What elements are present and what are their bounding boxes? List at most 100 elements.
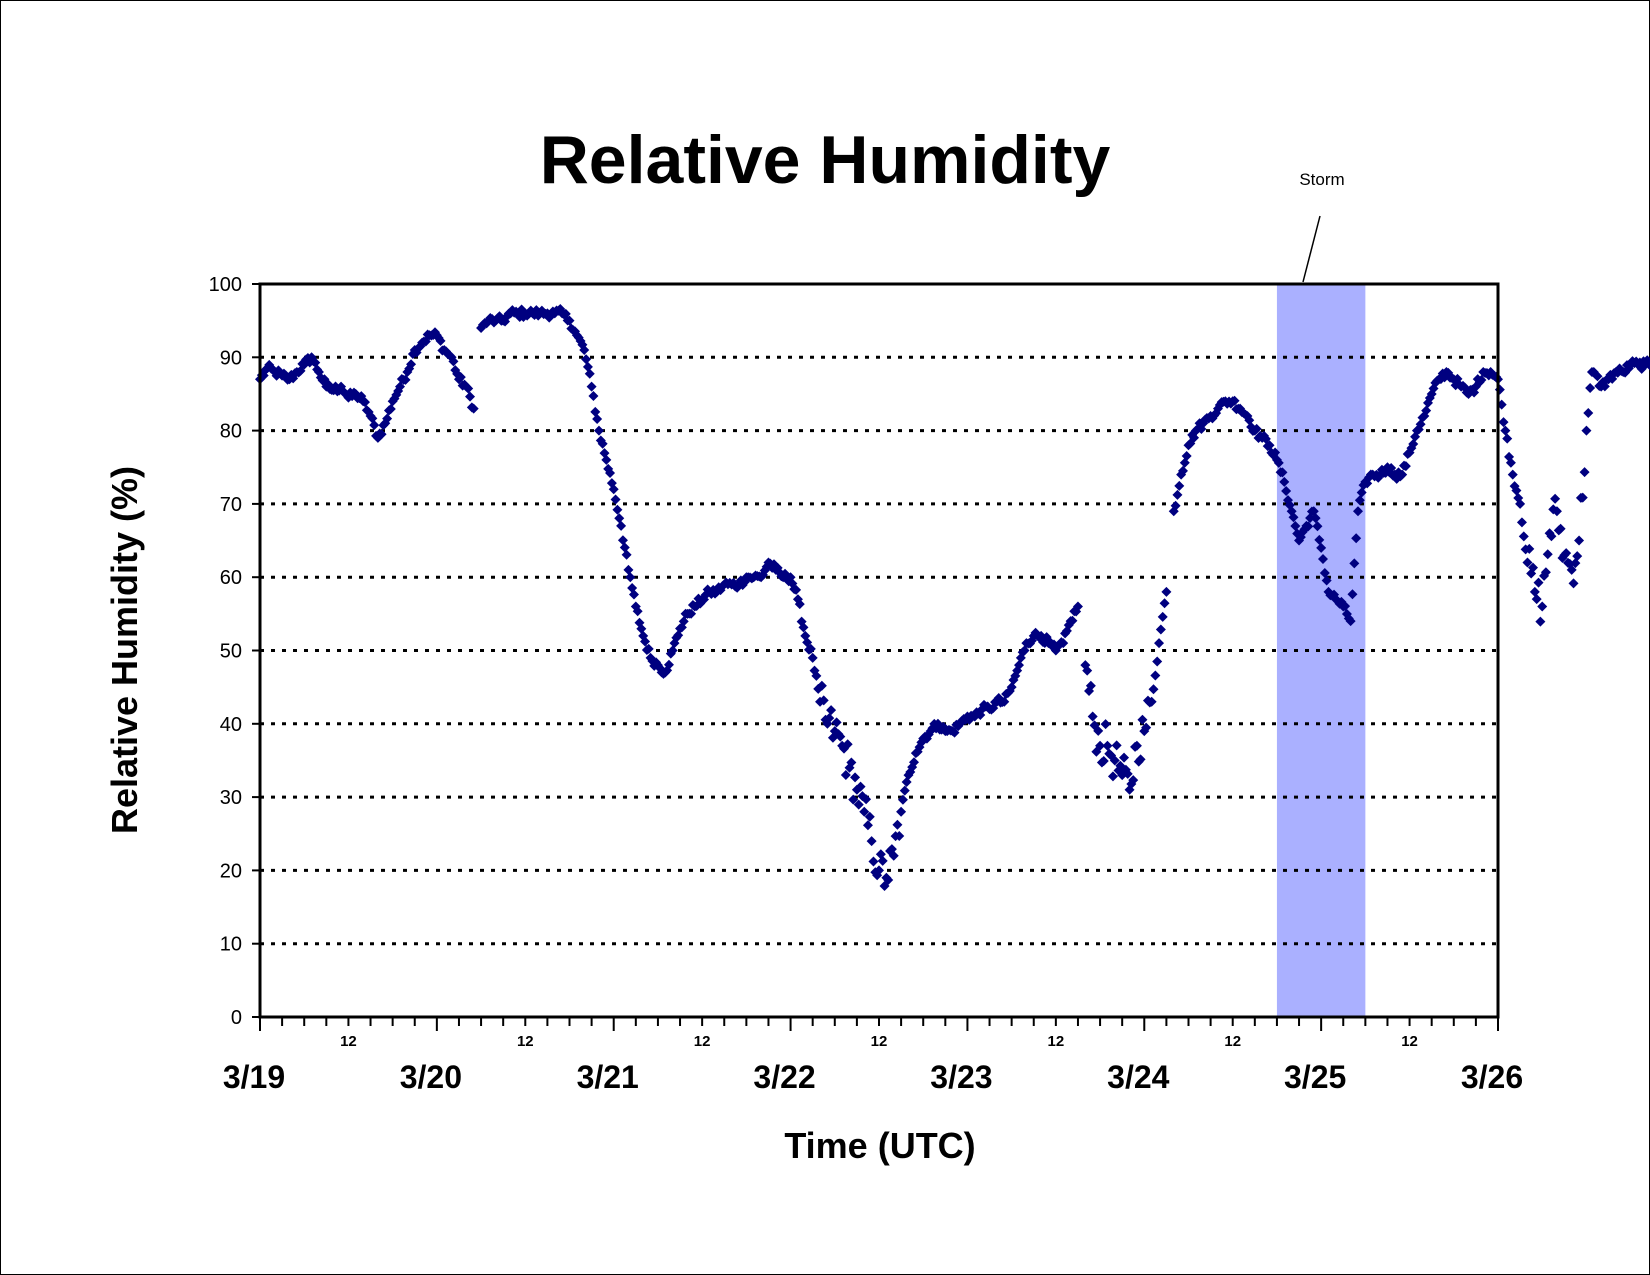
data-point (1583, 407, 1594, 418)
data-point (888, 850, 899, 861)
data-point (1288, 512, 1299, 523)
data-point (621, 549, 632, 560)
data-point (1148, 684, 1159, 695)
data-point (593, 425, 604, 436)
data-point (400, 374, 411, 385)
data-point (581, 354, 592, 365)
data-point (1273, 457, 1284, 468)
y-tick-label-80: 80 (220, 421, 242, 443)
data-point (1131, 740, 1142, 751)
data-point (1421, 405, 1432, 416)
data-point (1498, 417, 1509, 428)
data-point (1354, 495, 1365, 506)
data-point (1159, 598, 1170, 609)
data-point (1277, 467, 1288, 478)
data-point (1019, 645, 1030, 656)
data-point (617, 535, 628, 546)
x-hour-label: 12 (871, 1033, 888, 1050)
x-axis-ticks: 12 12 12 12 12 12 12 3/19 3/20 3/21 3/22 3/23 3/24 3/… (223, 1017, 1523, 1095)
data-point (610, 494, 621, 505)
data-point (1082, 665, 1093, 676)
data-point (632, 606, 643, 617)
y-tick-label-100: 100 (209, 274, 242, 296)
data-point (897, 794, 908, 805)
y-axis-title: Relative Humidity (%) (104, 466, 145, 834)
data-point (1119, 752, 1130, 763)
x-day-label-3-20: 3/20 (400, 1059, 462, 1095)
data-point (406, 359, 417, 370)
data-point (1516, 517, 1527, 528)
data-point (1505, 457, 1516, 468)
data-point (1546, 531, 1557, 542)
data-point (1087, 711, 1098, 722)
data-point (805, 643, 816, 654)
data-point (1542, 549, 1553, 560)
data-point (1531, 594, 1542, 605)
data-point (840, 770, 851, 781)
data-point (1260, 433, 1271, 444)
data-point (850, 772, 861, 783)
data-point (369, 420, 380, 431)
data-points (255, 303, 1650, 892)
data-point (1340, 601, 1351, 612)
y-tick-label-40: 40 (220, 714, 242, 736)
data-point (1270, 447, 1281, 458)
x-hour-label: 12 (1048, 1033, 1065, 1050)
data-point (582, 361, 593, 372)
data-point (831, 717, 842, 728)
data-point (909, 757, 920, 768)
data-point (1561, 548, 1572, 559)
data-point (597, 438, 608, 449)
x-axis-title: Time (UTC) (784, 1125, 975, 1166)
data-point (1109, 755, 1120, 766)
data-point (1570, 558, 1581, 569)
data-point (1135, 754, 1146, 765)
data-point (1518, 531, 1529, 542)
data-point (625, 572, 636, 583)
data-point (1067, 615, 1078, 626)
data-point (1014, 660, 1025, 671)
data-point (1006, 682, 1017, 693)
data-point (1352, 506, 1363, 517)
data-point (1310, 513, 1321, 524)
data-point (1548, 504, 1559, 515)
data-point (616, 520, 627, 531)
data-point (1189, 432, 1200, 443)
data-point (1316, 542, 1327, 553)
data-point (1137, 714, 1148, 725)
data-point (564, 315, 575, 326)
data-point (1502, 433, 1513, 444)
data-point (643, 643, 654, 654)
data-point (1157, 611, 1168, 622)
data-point (1551, 506, 1562, 517)
data-point (1128, 775, 1139, 786)
data-point (1161, 586, 1172, 597)
data-point (1347, 589, 1358, 600)
data-point (1155, 624, 1166, 635)
data-point (824, 713, 835, 724)
data-point (853, 799, 864, 810)
data-point (835, 731, 846, 742)
data-point (310, 357, 321, 368)
data-point (614, 513, 625, 524)
data-point (1529, 586, 1540, 597)
data-point (862, 820, 873, 831)
data-point (1345, 616, 1356, 627)
storm-annotation-label: Storm (1299, 170, 1344, 189)
data-point (861, 794, 872, 805)
data-point (584, 368, 595, 379)
data-point (1150, 670, 1161, 681)
data-point (949, 727, 960, 738)
data-point (1279, 476, 1290, 487)
data-point (1181, 451, 1192, 462)
data-point (636, 623, 647, 634)
data-point (435, 335, 446, 346)
data-point (883, 875, 894, 886)
data-point (1319, 568, 1330, 579)
data-point (794, 599, 805, 610)
data-point (1264, 440, 1275, 451)
data-point (1592, 371, 1603, 382)
data-point (588, 391, 599, 402)
data-point (1290, 520, 1301, 531)
